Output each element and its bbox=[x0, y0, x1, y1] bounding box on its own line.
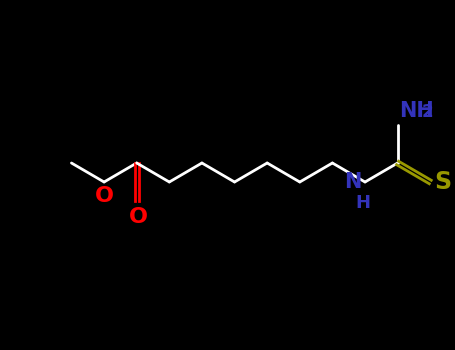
Text: H: H bbox=[355, 194, 370, 212]
Text: N: N bbox=[344, 172, 361, 192]
Text: O: O bbox=[129, 207, 148, 227]
Text: 2: 2 bbox=[421, 103, 433, 121]
Text: S: S bbox=[434, 170, 451, 194]
Text: O: O bbox=[95, 186, 114, 206]
Text: NH: NH bbox=[399, 101, 435, 121]
